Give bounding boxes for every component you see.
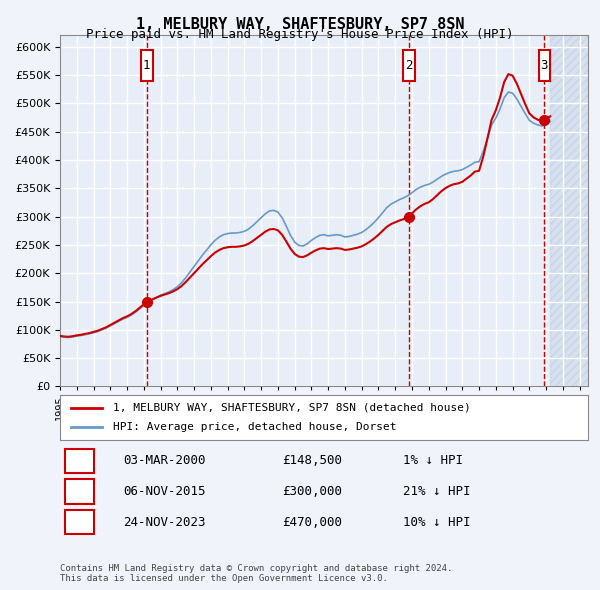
FancyBboxPatch shape <box>403 50 415 81</box>
FancyBboxPatch shape <box>65 448 94 473</box>
Text: Price paid vs. HM Land Registry's House Price Index (HPI): Price paid vs. HM Land Registry's House … <box>86 28 514 41</box>
FancyBboxPatch shape <box>65 479 94 504</box>
Text: 3: 3 <box>541 59 548 72</box>
FancyBboxPatch shape <box>65 510 94 535</box>
Text: 1, MELBURY WAY, SHAFTESBURY, SP7 8SN: 1, MELBURY WAY, SHAFTESBURY, SP7 8SN <box>136 17 464 31</box>
Bar <box>550 35 588 386</box>
Text: 2: 2 <box>76 485 84 498</box>
FancyBboxPatch shape <box>539 50 550 81</box>
Text: £300,000: £300,000 <box>282 485 342 498</box>
Text: £148,500: £148,500 <box>282 454 342 467</box>
Text: 1: 1 <box>143 59 151 72</box>
Text: 03-MAR-2000: 03-MAR-2000 <box>124 454 206 467</box>
Text: 1% ↓ HPI: 1% ↓ HPI <box>403 454 463 467</box>
Text: 1, MELBURY WAY, SHAFTESBURY, SP7 8SN (detached house): 1, MELBURY WAY, SHAFTESBURY, SP7 8SN (de… <box>113 403 470 412</box>
Text: 2: 2 <box>406 59 413 72</box>
Text: Contains HM Land Registry data © Crown copyright and database right 2024.
This d: Contains HM Land Registry data © Crown c… <box>60 563 452 583</box>
Text: 24-NOV-2023: 24-NOV-2023 <box>124 516 206 529</box>
Text: £470,000: £470,000 <box>282 516 342 529</box>
Text: 10% ↓ HPI: 10% ↓ HPI <box>403 516 471 529</box>
Bar <box>550 35 588 386</box>
FancyBboxPatch shape <box>141 50 152 81</box>
Text: 21% ↓ HPI: 21% ↓ HPI <box>403 485 471 498</box>
Text: HPI: Average price, detached house, Dorset: HPI: Average price, detached house, Dors… <box>113 422 397 432</box>
Text: 3: 3 <box>76 516 84 529</box>
Text: 1: 1 <box>76 454 84 467</box>
Text: 06-NOV-2015: 06-NOV-2015 <box>124 485 206 498</box>
